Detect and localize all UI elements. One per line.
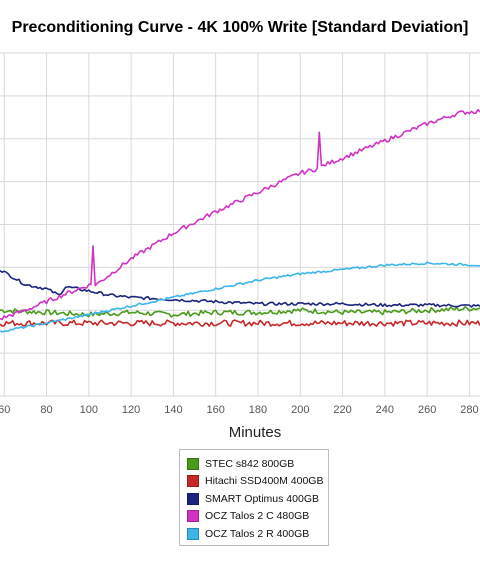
legend-label: OCZ Talos 2 C 480GB [205,510,310,523]
x-tick-label: 260 [418,404,436,416]
series-line-0 [0,305,480,318]
legend-label: Hitachi SSD400M 400GB [205,475,324,488]
x-tick-label: 60 [0,404,10,416]
legend-swatch [187,492,199,505]
x-tick-label: 80 [40,404,52,416]
legend: STEC s842 800GB Hitachi SSD400M 400GB SMAR… [179,449,329,546]
series-line-3 [0,108,480,321]
x-tick-label: 140 [164,404,182,416]
grid [0,52,480,397]
x-tick-label: 280 [460,404,478,416]
series-line-2 [0,269,480,308]
chart-title: Preconditioning Curve - 4K 100% Write [S… [11,19,469,36]
x-axis-ticks: 60 80 100 120 140 160 180 200 220 240 260 280 [0,404,479,416]
series-lines [0,108,480,333]
x-tick-label: 220 [333,404,351,416]
legend-item: STEC s842 800GB [187,455,328,473]
series-line-4 [0,261,480,333]
legend-label: OCZ Talos 2 R 400GB [205,527,310,540]
legend-item: Hitachi SSD400M 400GB [187,473,328,491]
legend-label: SMART Optimus 400GB [205,492,319,505]
legend-swatch [187,475,199,488]
legend-label: STEC s842 800GB [205,457,295,470]
x-tick-label: 200 [291,404,309,416]
x-tick-label: 240 [376,404,394,416]
legend-item: OCZ Talos 2 R 400GB [187,525,328,543]
x-tick-label: 180 [249,404,267,416]
legend-item: OCZ Talos 2 C 480GB [187,508,328,526]
x-tick-label: 100 [80,404,98,416]
legend-swatch [187,510,199,523]
x-tick-label: 120 [122,404,140,416]
x-tick-label: 160 [207,404,225,416]
series-line-1 [0,319,480,327]
legend-swatch [187,527,199,540]
x-axis-label: Minutes [228,424,282,441]
legend-swatch [187,457,199,470]
legend-item: SMART Optimus 400GB [187,490,328,508]
